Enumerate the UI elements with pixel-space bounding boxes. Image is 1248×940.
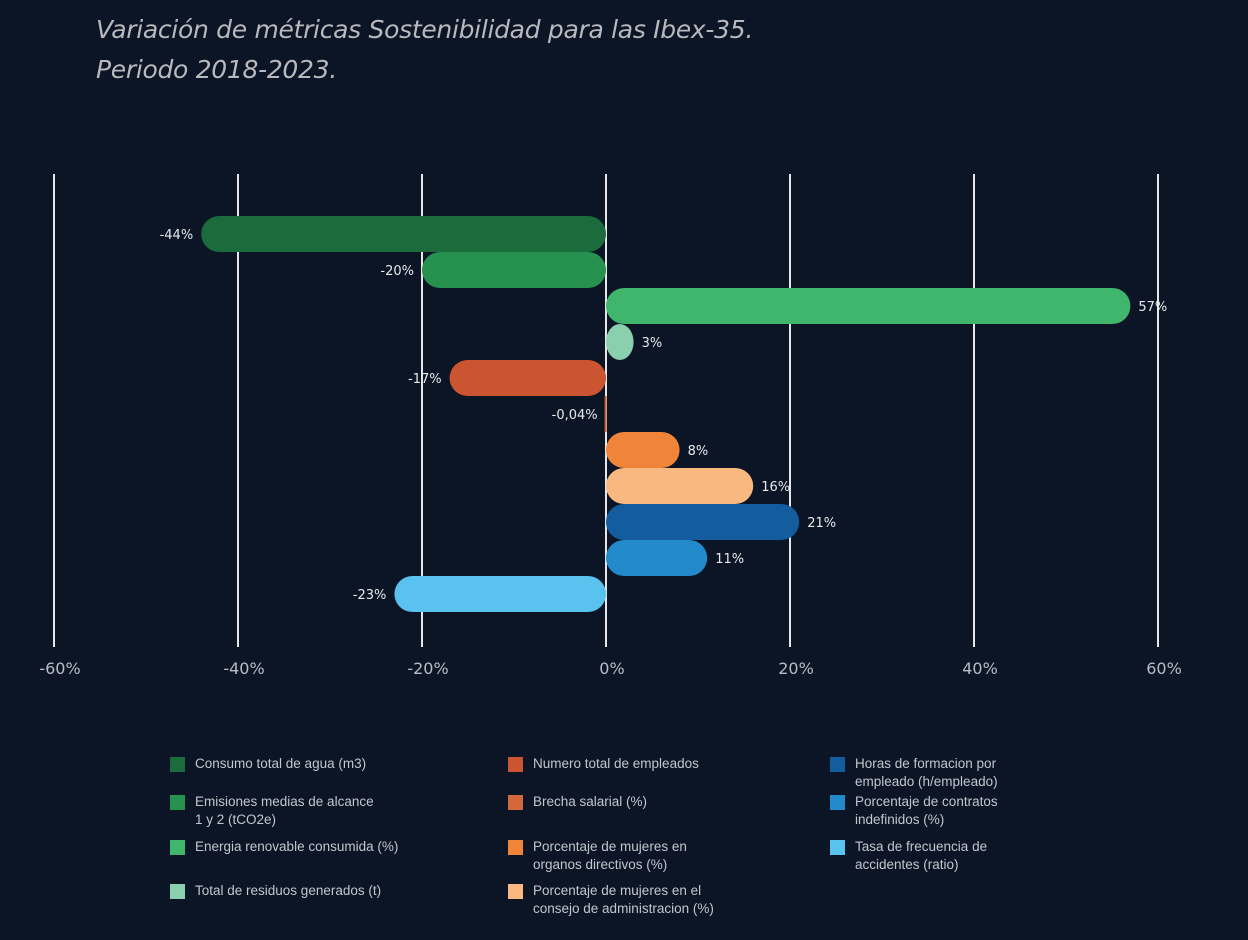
legend-item: Numero total de empleados <box>508 755 699 773</box>
legend-swatch <box>508 840 523 855</box>
legend-swatch <box>830 757 845 772</box>
x-tick-label: -40% <box>223 659 264 678</box>
legend-label: Tasa de frecuencia de accidentes (ratio) <box>855 839 988 872</box>
chart-subtitle: Periodo 2018-2023. <box>96 55 337 84</box>
bar <box>606 504 800 540</box>
legend: Consumo total de agua (m3) Emisiones medi… <box>170 755 1070 925</box>
legend-item: Porcentaje de mujeres en organos directi… <box>508 838 687 874</box>
legend-label: Porcentaje de mujeres en organos directi… <box>533 839 687 872</box>
legend-item: Horas de formacion por empleado (h/emple… <box>830 755 998 791</box>
legend-item: Consumo total de agua (m3) <box>170 755 366 773</box>
data-label: -17% <box>408 372 442 387</box>
legend-item: Porcentaje de mujeres en el consejo de a… <box>508 882 714 918</box>
bar <box>201 216 606 252</box>
x-tick-label: 60% <box>1146 659 1182 678</box>
legend-label: Brecha salarial (%) <box>533 794 648 809</box>
data-label: 21% <box>807 516 836 531</box>
chart-title: Variación de métricas Sostenibilidad par… <box>96 15 753 44</box>
bar <box>606 324 634 360</box>
bar <box>606 288 1131 324</box>
bar <box>606 432 680 468</box>
data-label: 8% <box>688 444 709 459</box>
x-tick-label: -20% <box>407 659 448 678</box>
legend-item: Brecha salarial (%) <box>508 793 647 811</box>
legend-swatch <box>170 840 185 855</box>
legend-label: Total de residuos generados (t) <box>195 883 382 898</box>
legend-swatch <box>170 884 185 899</box>
data-label: -0,04% <box>552 408 598 423</box>
legend-label: Consumo total de agua (m3) <box>195 756 367 771</box>
legend-swatch <box>508 884 523 899</box>
gridlines <box>53 174 1159 647</box>
x-tick-label: 0% <box>599 659 624 678</box>
bar <box>449 360 606 396</box>
legend-swatch <box>830 840 845 855</box>
legend-swatch <box>508 757 523 772</box>
bar <box>394 576 606 612</box>
bars <box>201 216 1131 612</box>
legend-label: Porcentaje de mujeres en el consejo de a… <box>533 883 714 916</box>
data-label: 16% <box>761 480 790 495</box>
data-label: -44% <box>160 228 194 243</box>
legend-item: Energia renovable consumida (%) <box>170 838 398 856</box>
legend-label: Horas de formacion por empleado (h/emple… <box>855 756 998 789</box>
bar <box>422 252 606 288</box>
legend-swatch <box>170 757 185 772</box>
data-label: 57% <box>1138 300 1167 315</box>
legend-swatch <box>830 795 845 810</box>
bar <box>606 468 754 504</box>
legend-label: Porcentaje de contratos indefinidos (%) <box>855 794 998 827</box>
x-axis-ticks: -60% -40% -20% 0% 20% 40% 60% <box>39 659 1181 678</box>
legend-item: Porcentaje de contratos indefinidos (%) <box>830 793 998 829</box>
data-label: 11% <box>715 552 744 567</box>
x-tick-label: -60% <box>39 659 80 678</box>
legend-swatch <box>508 795 523 810</box>
data-label: 3% <box>642 336 663 351</box>
bar <box>606 540 708 576</box>
legend-label: Energia renovable consumida (%) <box>195 839 399 854</box>
data-label: -23% <box>353 588 387 603</box>
legend-label: Emisiones medias de alcance 1 y 2 (tCO2e… <box>195 794 374 827</box>
chart-title-block: Variación de métricas Sostenibilidad par… <box>96 10 753 90</box>
legend-swatch <box>170 795 185 810</box>
legend-item: Total de residuos generados (t) <box>170 882 381 900</box>
x-tick-label: 20% <box>778 659 814 678</box>
legend-label: Numero total de empleados <box>533 756 699 771</box>
bar <box>604 396 607 432</box>
data-label: -20% <box>380 264 414 279</box>
x-tick-label: 40% <box>962 659 998 678</box>
legend-item: Emisiones medias de alcance 1 y 2 (tCO2e… <box>170 793 374 829</box>
data-labels: -44% -20% 57% 3% -17% -0,04% 8% 16% 21% 11% -23% <box>160 228 1168 603</box>
legend-item: Tasa de frecuencia de accidentes (ratio) <box>830 838 987 874</box>
